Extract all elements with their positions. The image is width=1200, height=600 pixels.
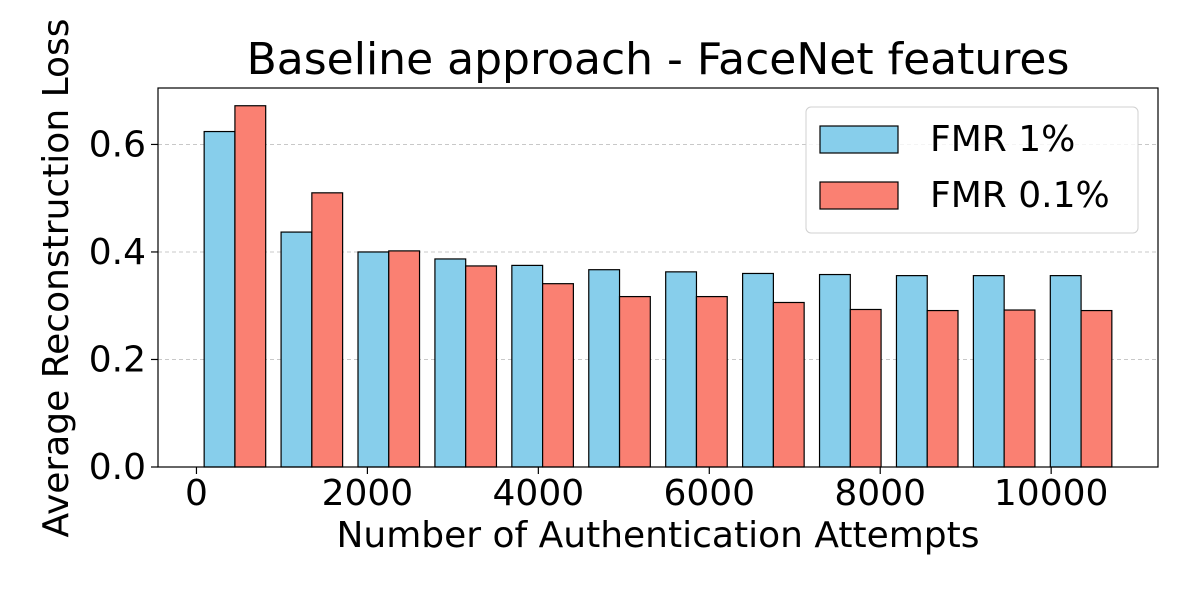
bar bbox=[1080, 309, 1113, 468]
bar bbox=[465, 265, 498, 468]
bar bbox=[849, 308, 882, 468]
bar bbox=[695, 295, 728, 468]
bar bbox=[234, 105, 267, 468]
x-tick-label: 6000 bbox=[663, 473, 755, 514]
x-tick-label: 0 bbox=[185, 473, 208, 514]
bar bbox=[280, 231, 313, 468]
x-axis-label: Number of Authentication Attempts bbox=[336, 515, 979, 556]
bar bbox=[772, 301, 805, 468]
bar bbox=[542, 283, 574, 468]
plot-frame bbox=[157, 87, 1159, 468]
y-tick-label: 0.2 bbox=[89, 339, 146, 380]
bar bbox=[618, 295, 651, 468]
bar bbox=[895, 275, 928, 468]
x-tick-label: 8000 bbox=[834, 473, 926, 514]
chart-title: Baseline approach - FaceNet features bbox=[247, 34, 1070, 85]
bar bbox=[665, 271, 698, 468]
legend-label: FMR 1% bbox=[930, 119, 1075, 160]
legend-swatch bbox=[819, 125, 899, 154]
bar bbox=[588, 269, 621, 468]
bar bbox=[357, 251, 390, 468]
y-tick-label: 0.0 bbox=[89, 447, 146, 488]
y-tick-label: 0.6 bbox=[89, 124, 146, 165]
legend-label: FMR 0.1% bbox=[930, 175, 1110, 216]
bar bbox=[818, 273, 851, 468]
bar bbox=[1049, 275, 1082, 468]
bar bbox=[434, 258, 467, 468]
x-tick-label: 4000 bbox=[493, 473, 585, 514]
bar bbox=[1003, 309, 1036, 468]
bar bbox=[511, 264, 544, 468]
bar bbox=[203, 130, 236, 468]
y-axis-label: Average Reconstruction Loss bbox=[36, 18, 77, 537]
x-tick-label: 10000 bbox=[994, 473, 1109, 514]
legend-swatch bbox=[819, 181, 899, 210]
bar bbox=[311, 192, 344, 468]
bar bbox=[742, 272, 774, 468]
bar bbox=[972, 275, 1005, 468]
bar bbox=[388, 250, 421, 468]
x-tick-label: 2000 bbox=[322, 473, 414, 514]
y-tick-label: 0.4 bbox=[89, 232, 146, 273]
bar bbox=[926, 309, 959, 468]
